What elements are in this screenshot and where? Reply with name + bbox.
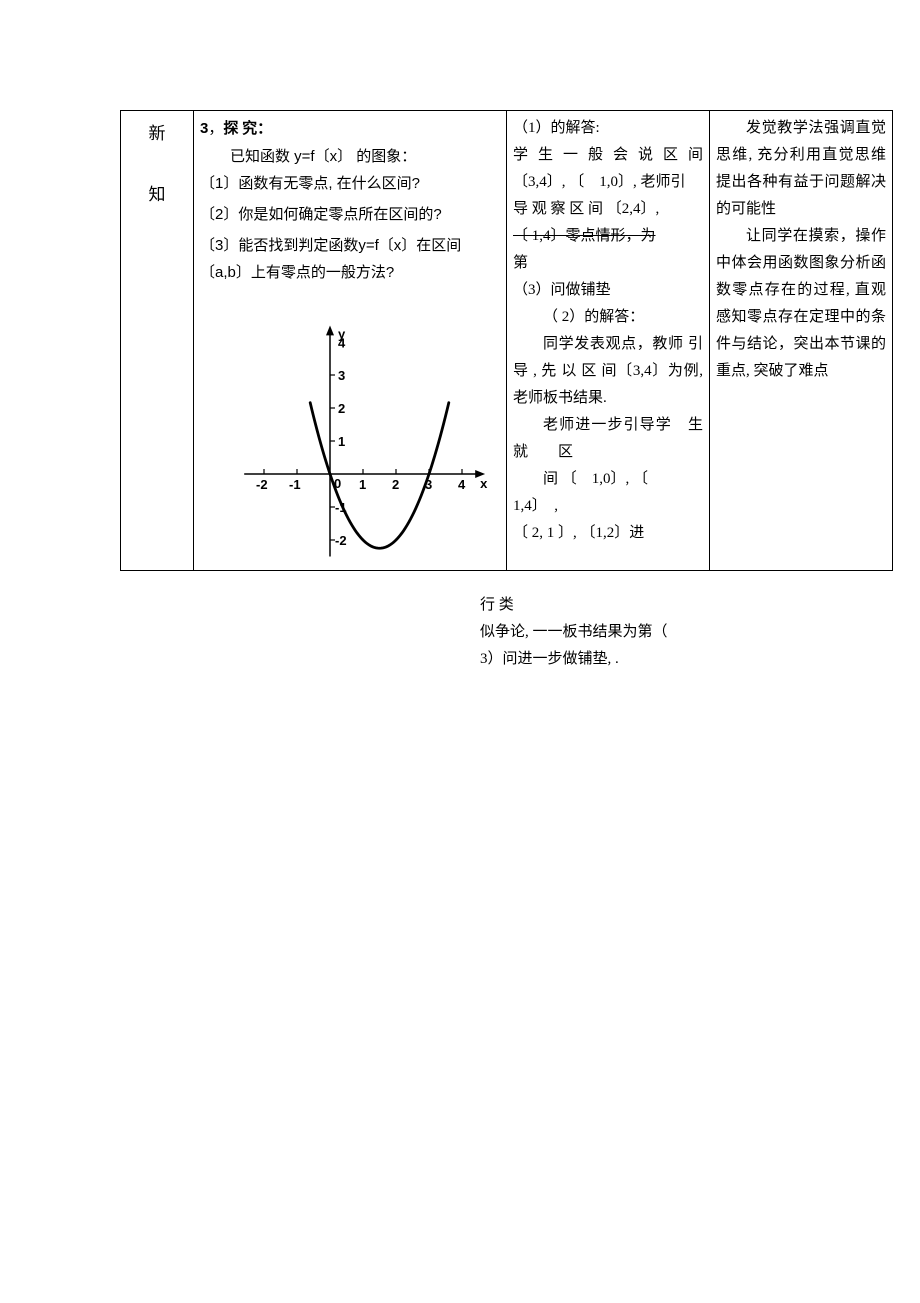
svg-text:-2: -2 — [335, 533, 347, 548]
q1: 〔1〕函数有无零点, 在什么区间? — [200, 170, 500, 197]
col-process: （1）的解答: 学 生 一 般 会 说 区 间〔3,4〕, 〔 1,0〕, 老师… — [507, 111, 710, 571]
svg-text:-2: -2 — [256, 477, 268, 492]
svg-text:1: 1 — [359, 477, 366, 492]
chart-svg: yx04-2-11234123-1-2 — [210, 286, 490, 566]
lesson-table: 新 知 3 ，探 究： 已知函数 y=f〔x〕 的图象： 〔1〕函数有无零点, 在… — [120, 110, 893, 571]
overflow-2: 似争论, 一一板书结果为第（ 3）问进一步做铺垫, . — [480, 619, 680, 673]
svg-text:2: 2 — [338, 401, 345, 416]
r1-p9: 间 〔 1,0〕, 〔 1,4〕 , — [513, 466, 703, 520]
heading-sep: ， — [208, 121, 223, 137]
q3a: 〔3〕能否找到判定函数y=f〔x〕在区间 — [200, 232, 500, 259]
r2-p1: 发觉教学法强调直觉思维, 充分利用直觉思维提出各种有益于问题解决的可能性 — [716, 115, 886, 223]
r1-p7: 同学发表观点，教师 引 导 , 先 以 区 间〔3,4〕为例, 老师板书结果. — [513, 331, 703, 412]
r1-p10: 〔 2, 1 〕, 〔1,2〕进 — [513, 520, 703, 547]
stage-char-1: 新 — [149, 124, 166, 143]
svg-text:4: 4 — [338, 335, 346, 350]
intro-line: 已知函数 y=f〔x〕 的图象： — [200, 143, 500, 170]
function-chart: yx04-2-11234123-1-2 — [210, 286, 490, 566]
svg-text:4: 4 — [458, 477, 466, 492]
q3b: 〔a,b〕上有零点的一般方法? — [200, 259, 500, 286]
heading-text: 探 究： — [223, 121, 272, 137]
r2-p2: 让同学在摸索，操作中体会用函数图象分析函数零点存在的过程, 直观感知零点存在定理… — [716, 223, 886, 385]
overflow-1: 行 类 — [480, 592, 680, 619]
svg-text:2: 2 — [392, 477, 399, 492]
col-content: 3 ，探 究： 已知函数 y=f〔x〕 的图象： 〔1〕函数有无零点, 在什么区间… — [194, 111, 507, 571]
stage-char-2: 知 — [149, 185, 166, 204]
overflow-text: 行 类 似争论, 一一板书结果为第（ 3）问进一步做铺垫, . — [480, 592, 680, 673]
col-stage: 新 知 — [121, 111, 194, 571]
r1-p5: （3）问做铺垫 — [513, 277, 703, 304]
svg-text:-1: -1 — [289, 477, 301, 492]
r1-p3: 导 观 察 区 间 〔2,4〕, — [513, 196, 703, 223]
r1-p8: 老师进一步引导学 生 就 区 — [513, 412, 703, 466]
r1-p2: 学 生 一 般 会 说 区 间〔3,4〕, 〔 1,0〕, 老师引 — [513, 142, 703, 196]
svg-text:x: x — [480, 476, 488, 491]
svg-text:3: 3 — [338, 368, 345, 383]
col-intent: 发觉教学法强调直觉思维, 充分利用直觉思维提出各种有益于问题解决的可能性 让同学… — [710, 111, 893, 571]
q2: 〔2〕你是如何确定零点所在区间的? — [200, 201, 500, 228]
r1-p4-strike: 〔 1,4〕零点情形，为 — [513, 228, 656, 244]
svg-text:1: 1 — [338, 434, 345, 449]
r1-p1: （1）的解答: — [513, 115, 703, 142]
r1-p4b: 第 — [513, 250, 703, 277]
r1-p6: （ 2）的解答： — [513, 304, 703, 331]
